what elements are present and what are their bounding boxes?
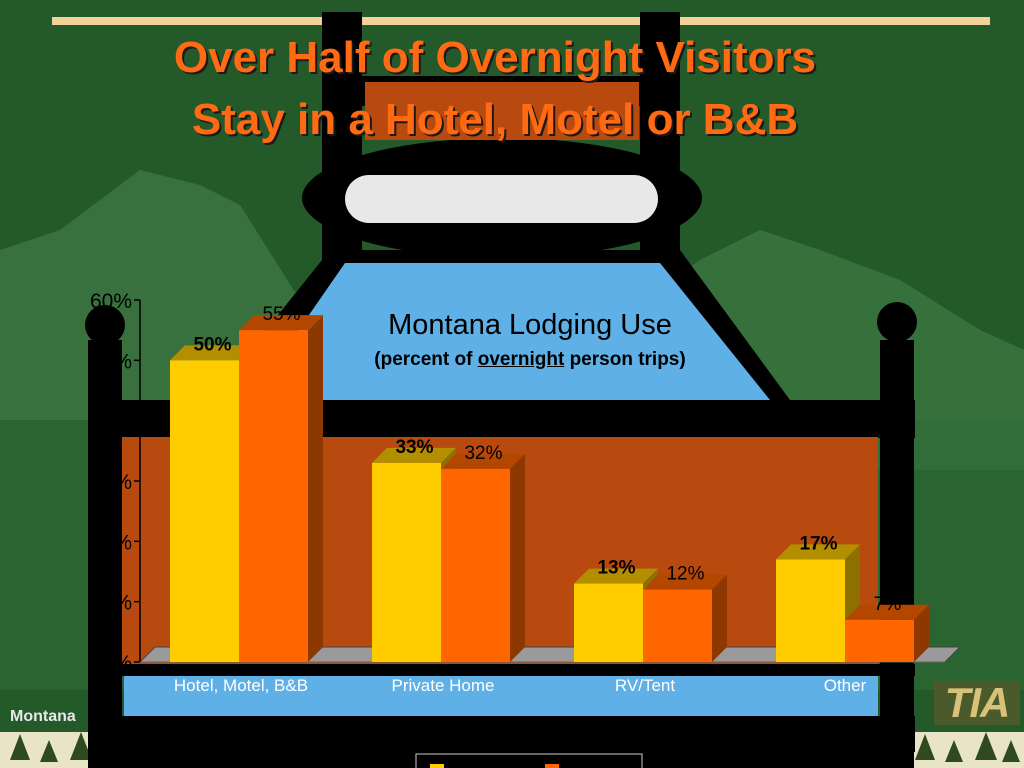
bar-side (510, 453, 525, 662)
x-category-label: Other (824, 676, 867, 695)
bar (170, 360, 239, 662)
bar-data-label: 33% (395, 437, 433, 458)
chart-title: Montana Lodging Use (388, 309, 672, 341)
bar-data-label: 12% (666, 564, 704, 585)
sheet (250, 263, 770, 400)
x-category-label: Hotel, Motel, B&B (174, 676, 308, 695)
bar-data-label: 55% (262, 304, 300, 325)
legend-swatch-series-1 (430, 764, 444, 768)
bar-data-label: 7% (874, 594, 902, 615)
legend-swatch-series-2 (545, 764, 559, 768)
top-rule (52, 17, 990, 25)
chart-subtitle: (percent of overnight person trips) (330, 349, 730, 371)
y-tick-label: 0% (102, 652, 132, 675)
legend-box (415, 753, 643, 768)
chart-subtitle-prefix: (percent of (374, 349, 478, 370)
bar-data-label: 17% (799, 533, 837, 554)
source-name: TravelScope (795, 722, 885, 739)
y-tick-label: 50% (90, 350, 132, 373)
bar-side (712, 574, 727, 662)
tia-logo: TIA (934, 681, 1020, 725)
source-label: Source: TIA’s (689, 722, 792, 739)
bar (372, 462, 441, 662)
bar-top (643, 574, 727, 590)
x-category-label: RV/Tent (615, 676, 675, 695)
bar (643, 589, 712, 662)
y-tick-label: 60% (90, 290, 132, 313)
bar-data-label: 50% (193, 334, 231, 355)
y-tick-label: 20% (90, 531, 132, 554)
bar-top (845, 604, 929, 620)
y-tick-label: 30% (90, 471, 132, 494)
pillow (345, 175, 658, 223)
bar (441, 468, 510, 662)
bar-top (776, 544, 860, 560)
chart-subtitle-suffix: person trips) (564, 349, 686, 370)
bar-side (308, 315, 323, 662)
bar-top (574, 568, 658, 584)
bar (574, 583, 643, 662)
bar-top (441, 453, 525, 469)
bar-data-label: 32% (464, 443, 502, 464)
source-note: Source: TIA’s TravelScope (560, 722, 885, 740)
slide-title-line-1: Over Half of Overnight Visitors (173, 33, 817, 82)
category-band (124, 676, 878, 716)
bar-top (170, 345, 254, 361)
bar-side (914, 604, 929, 662)
footer-state: Montana (10, 708, 76, 725)
bar-top (372, 447, 456, 463)
y-tick-label: 10% (90, 592, 132, 615)
bar-data-label: 13% (597, 558, 635, 579)
bar-top (239, 315, 323, 331)
chart-subtitle-underlined: overnight (477, 349, 565, 370)
y-tick-label: 40% (90, 411, 132, 434)
bar (845, 619, 914, 662)
bar (776, 559, 845, 662)
slide-title-line-2: Stay in a Hotel, Motel or B&B (191, 95, 799, 144)
x-category-label: Private Home (392, 676, 495, 695)
bar (239, 330, 308, 662)
